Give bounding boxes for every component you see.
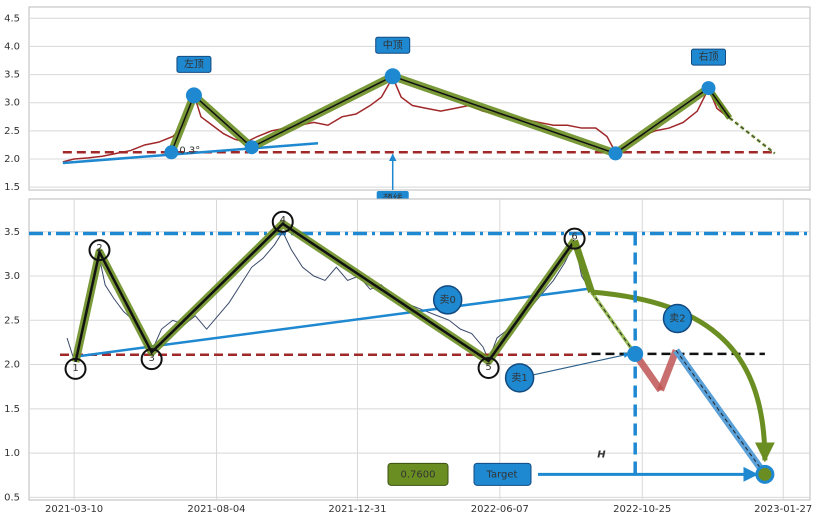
pattern-point bbox=[271, 210, 294, 233]
x-tick-label: 2021-03-10 bbox=[45, 504, 103, 515]
pattern-point bbox=[64, 357, 87, 380]
x-tick-label: 2022-10-25 bbox=[613, 504, 671, 515]
peak-label: 左顶 bbox=[184, 57, 204, 70]
y-tick-label: 4.0 bbox=[4, 41, 20, 52]
y-tick-label: 1.5 bbox=[4, 404, 20, 415]
pattern-point bbox=[140, 348, 163, 371]
y-tick-label: 1.5 bbox=[4, 182, 20, 193]
sell-label: 卖1 bbox=[511, 372, 527, 384]
pattern-point bbox=[701, 81, 716, 96]
trendline-label: 0.3° bbox=[179, 145, 200, 156]
projection bbox=[729, 117, 776, 154]
sell-point bbox=[662, 303, 693, 334]
label-box bbox=[690, 48, 726, 66]
y-tick-label: 2.5 bbox=[4, 315, 20, 326]
y-tick-label: 4.5 bbox=[4, 13, 20, 24]
target-label: Target bbox=[486, 469, 518, 480]
height-label: H bbox=[597, 449, 606, 460]
point-label: 2 bbox=[96, 243, 102, 254]
pattern-point bbox=[608, 146, 623, 161]
peak-label: 中顶 bbox=[383, 38, 403, 51]
target-value: 0.7600 bbox=[401, 469, 436, 480]
pattern-point bbox=[164, 145, 179, 160]
peak-label: 右顶 bbox=[698, 50, 718, 63]
projection-point bbox=[627, 345, 644, 362]
trendline bbox=[62, 142, 319, 165]
pattern-point bbox=[563, 227, 586, 250]
projection bbox=[591, 291, 636, 355]
y-tick-label: 3.0 bbox=[4, 271, 20, 282]
pattern-point bbox=[384, 68, 401, 85]
y-tick-label: 3.0 bbox=[4, 98, 20, 109]
projection bbox=[675, 350, 766, 475]
target-point bbox=[755, 464, 775, 484]
pattern-point bbox=[477, 357, 500, 380]
pattern-point bbox=[244, 140, 259, 155]
label-box bbox=[387, 462, 449, 486]
sell-label: 卖0 bbox=[440, 294, 456, 306]
point-label: 4 bbox=[280, 215, 286, 226]
pattern-line bbox=[170, 75, 709, 155]
point-label: 5 bbox=[485, 362, 491, 373]
sell-point bbox=[504, 363, 535, 393]
point-label: 6 bbox=[571, 232, 577, 243]
y-tick-label: 2.5 bbox=[4, 126, 20, 137]
y-tick-label: 3.5 bbox=[4, 70, 20, 81]
pattern-point bbox=[185, 87, 202, 104]
y-tick-label: 1.0 bbox=[4, 448, 20, 459]
label-box bbox=[176, 55, 212, 73]
y-tick-label: 0.5 bbox=[4, 492, 20, 503]
pattern-point bbox=[88, 239, 111, 262]
sell-arrow bbox=[533, 352, 630, 376]
x-tick-label: 2023-01-27 bbox=[754, 504, 812, 515]
projection bbox=[657, 349, 680, 392]
x-tick-label: 2021-08-04 bbox=[187, 504, 245, 515]
sell-point bbox=[432, 285, 463, 315]
label-box bbox=[473, 462, 532, 486]
y-tick-label: 3.5 bbox=[4, 227, 20, 238]
y-tick-label: 2.0 bbox=[4, 360, 20, 371]
point-label: 3 bbox=[148, 353, 154, 364]
point-label: 1 bbox=[72, 363, 78, 374]
label-box bbox=[375, 36, 411, 54]
y-tick-label: 2.0 bbox=[4, 154, 20, 165]
pattern-line bbox=[74, 222, 576, 363]
sell-label: 卖2 bbox=[669, 313, 685, 325]
x-tick-label: 2021-12-31 bbox=[328, 504, 386, 515]
x-tick-label: 2022-06-07 bbox=[471, 504, 529, 515]
